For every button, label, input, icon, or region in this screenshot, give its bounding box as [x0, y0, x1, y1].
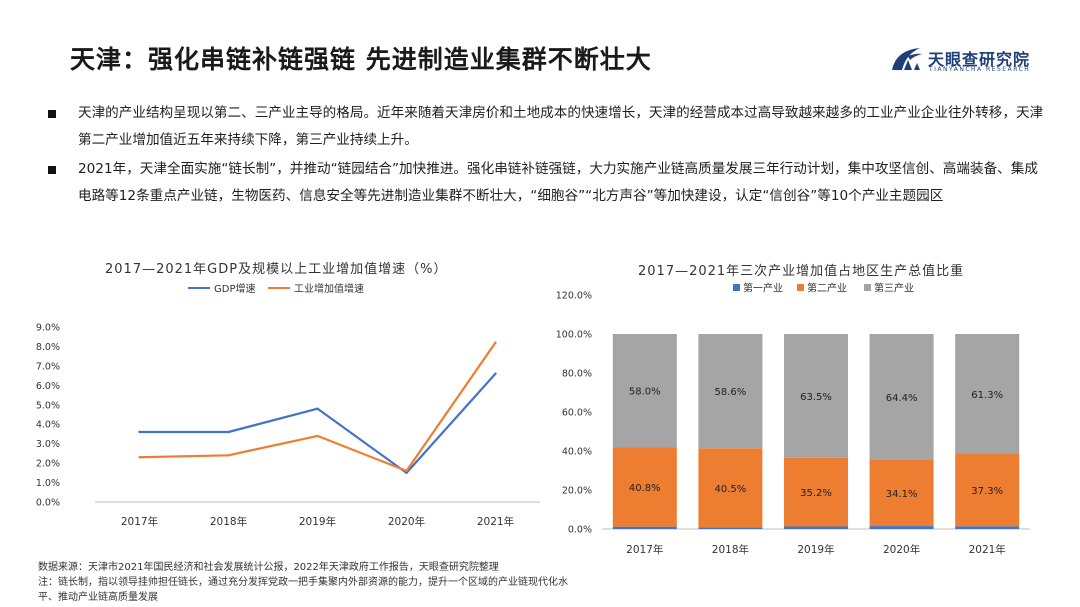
bar-segment-1 [869, 526, 934, 529]
y-tick-label: 0.0% [568, 525, 592, 536]
line-chart-title: 2017—2021年GDP及规模以上工业增加值增速（%） [105, 262, 448, 277]
data-label: 40.5% [715, 484, 747, 495]
bar-segment-3 [955, 334, 1020, 454]
bullet-text: 天津的产业结构呈现以第二、三产业主导的格局。近年来随着天津房价和土地成本的快速增… [78, 105, 1044, 148]
bar-segment-2 [869, 459, 934, 527]
data-label: 63.5% [800, 392, 832, 403]
data-point [227, 454, 230, 457]
data-point [494, 341, 497, 344]
y-tick-label: 6.0% [36, 381, 60, 392]
x-tick-label: 2019年 [299, 515, 336, 528]
page-title: 天津：强化串链补链强链 先进制造业集群不断壮大 [70, 45, 652, 74]
data-label: 61.3% [971, 390, 1003, 401]
data-point [316, 407, 319, 410]
data-point [405, 469, 408, 473]
x-tick-label: 2020年 [883, 543, 920, 556]
series-line-1 [139, 372, 497, 474]
y-tick-label: 80.0% [562, 369, 592, 380]
y-tick-label: 3.0% [36, 439, 60, 450]
x-tick-label: 2021年 [477, 515, 514, 528]
bullet-text: 2021年，天津全面实施“链长制”，并推动“链园结合”加快推进。强化串链补链强链… [78, 161, 1038, 204]
bar-segment-1 [955, 526, 1020, 529]
bar-segment-3 [784, 334, 848, 458]
y-tick-label: 2.0% [36, 459, 60, 470]
bar-segment-2 [784, 457, 848, 527]
data-label: 58.6% [715, 387, 747, 398]
y-tick-label: 0.0% [36, 498, 60, 509]
y-tick-label: 7.0% [36, 361, 60, 372]
line-chart: 0.0% 1.0% 2.0% 3.0% 4.0% 5.0% 6.0% 7.0% 8.0% 9.0%… [36, 282, 540, 528]
y-tick-label: 100.0% [556, 330, 592, 341]
bar-segment-3 [612, 334, 677, 448]
y-tick-label: 1.0% [36, 478, 60, 489]
data-label: 64.4% [886, 393, 918, 404]
x-tick-label: 2020年 [388, 515, 425, 528]
note-footnote: 注：链长制，指以领导挂帅担任链长，通过充分发挥党政一把手集聚内外部资源的能力，提… [38, 577, 568, 603]
data-label: 34.1% [886, 489, 918, 500]
bullet-square-icon [48, 166, 56, 174]
y-tick-label: 9.0% [36, 323, 60, 334]
legend-swatch [733, 284, 740, 291]
y-tick-label: 40.0% [562, 447, 592, 458]
y-tick-label: 8.0% [36, 342, 60, 353]
bar-segment-1 [784, 526, 848, 529]
bullet-list: 天津的产业结构呈现以第二、三产业主导的格局。近年来随着天津房价和土地成本的快速增… [48, 100, 1048, 212]
bullet-square-icon [48, 110, 56, 118]
bar-segment-1 [698, 527, 763, 529]
x-tick-label: 2017年 [626, 543, 663, 556]
source-footnote: 数据来源：天津市2021年国民经济和社会发展统计公报，2022年天津政府工作报告… [38, 562, 499, 573]
data-point [316, 434, 319, 438]
series-line-2 [139, 341, 497, 472]
data-point [494, 372, 497, 375]
y-tick-label: 60.0% [562, 408, 592, 419]
y-tick-label: 120.0% [556, 291, 592, 302]
bar-segment-2 [612, 447, 677, 527]
data-point [405, 471, 408, 475]
x-tick-label: 2018年 [712, 543, 749, 556]
x-tick-label: 2021年 [969, 543, 1006, 556]
bullet-item: 天津的产业结构呈现以第二、三产业主导的格局。近年来随着天津房价和土地成本的快速增… [48, 100, 1048, 154]
bar-segment-3 [869, 334, 934, 460]
logo-mark-icon [892, 48, 922, 70]
legend-swatch [797, 284, 804, 291]
bar-chart-title: 2017—2021年三次产业增加值占地区生产总值比重 [638, 264, 965, 279]
bar-segment-2 [698, 448, 763, 528]
bullet-item: 2021年，天津全面实施“链长制”，并推动“链园结合”加快推进。强化串链补链强链… [48, 156, 1048, 210]
y-tick-label: 4.0% [36, 420, 60, 431]
x-tick-label: 2019年 [797, 543, 834, 556]
logo: 天眼查研究院 TIANYANCHA RESEARCH [890, 44, 1040, 78]
x-tick-label: 2018年 [210, 515, 247, 528]
bar-segment-2 [955, 453, 1020, 527]
legend-label: 第二产业 [807, 282, 847, 295]
bar-segment-3 [698, 334, 763, 449]
bar-segment-1 [612, 526, 677, 529]
data-point [138, 430, 141, 434]
data-label: 37.3% [971, 486, 1003, 497]
legend-swatch [864, 284, 871, 291]
data-label: 35.2% [800, 488, 832, 499]
y-tick-label: 5.0% [36, 400, 60, 411]
data-point [227, 430, 230, 434]
y-tick-label: 20.0% [562, 486, 592, 497]
legend-label: 第一产业 [743, 282, 783, 295]
legend-label: GDP增速 [214, 282, 255, 295]
legend-label: 第三产业 [874, 282, 914, 295]
data-label: 40.8% [629, 483, 661, 494]
bar-chart: 0.0% 20.0% 40.0% 60.0% 80.0% 100.0% 120.0% 40.8… [556, 282, 1030, 556]
data-label: 58.0% [629, 387, 661, 398]
legend-label: 工业增加值增速 [294, 282, 364, 295]
logo-name: 天眼查研究院 [928, 50, 1031, 69]
x-tick-label: 2017年 [121, 515, 158, 528]
data-point [138, 456, 141, 459]
logo-subtitle: TIANYANCHA RESEARCH [929, 66, 1031, 73]
